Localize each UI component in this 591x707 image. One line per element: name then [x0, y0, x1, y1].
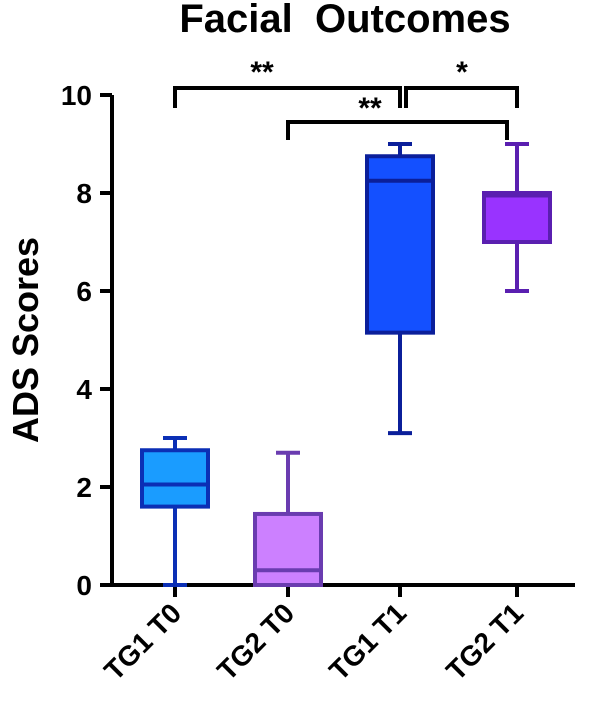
y-tick-label: 8 [76, 178, 92, 209]
significance-label: ** [250, 56, 274, 89]
significance-bracket [286, 120, 509, 140]
box-iqr [253, 511, 323, 588]
significance-bracket [173, 86, 402, 108]
y-tick-label: 4 [76, 374, 92, 405]
significance-label: ** [358, 92, 382, 125]
x-tick-label: TG1 T0 [98, 597, 187, 686]
significance-bracket [404, 86, 519, 108]
significance-label: * [456, 56, 468, 89]
y-tick-label: 0 [76, 570, 92, 601]
chart-title: Facial Outcomes [179, 0, 510, 41]
x-tick-label: TG2 T0 [211, 597, 300, 686]
y-tick-label: 10 [61, 80, 92, 111]
y-tick-label: 2 [76, 472, 92, 503]
y-axis-label: ADS Scores [5, 237, 46, 443]
box-iqr [482, 191, 552, 244]
x-tick-label: TG2 T1 [440, 597, 529, 686]
x-tick-label: TG1 T1 [323, 597, 412, 686]
box-iqr [140, 448, 210, 509]
y-tick-label: 6 [76, 276, 92, 307]
box-iqr [365, 154, 435, 335]
